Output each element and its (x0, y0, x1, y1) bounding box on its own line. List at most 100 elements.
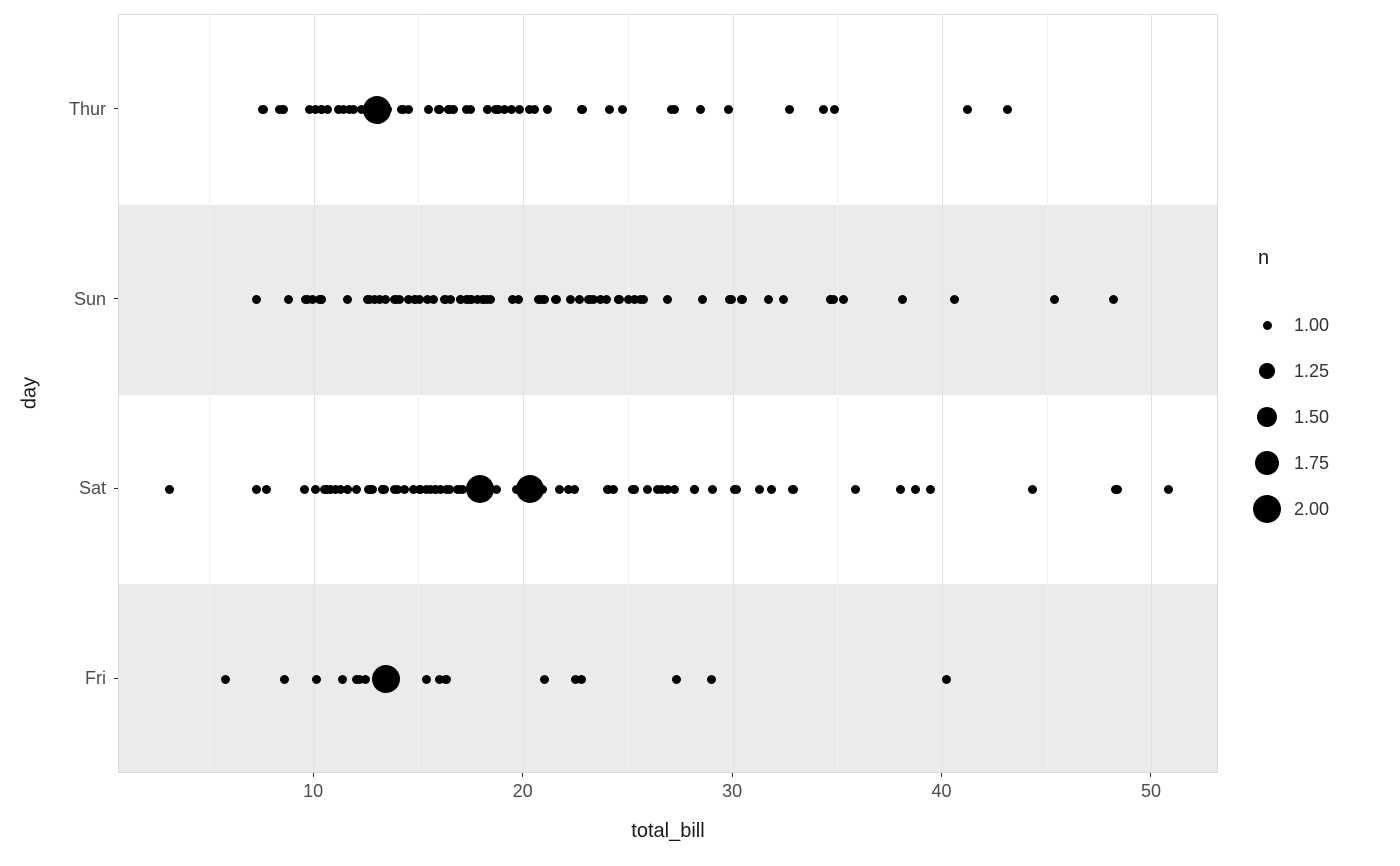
point-sun-7.25 (252, 295, 262, 305)
point-sun-38.07 (897, 295, 907, 305)
point-sat-7.25 (252, 484, 262, 494)
point-sun-24.59 (615, 295, 625, 305)
point-sat-20.92 (538, 484, 548, 494)
point-thur-20.53 (530, 105, 540, 115)
gridline-major-20 (523, 15, 525, 772)
point-sat-25.89 (642, 484, 652, 494)
point-sun-34.81 (829, 295, 839, 305)
point-sat-28.17 (690, 484, 700, 494)
gridline-minor-35 (837, 15, 839, 772)
point-sat-15.53 (425, 484, 435, 494)
point-sun-40.55 (949, 295, 959, 305)
point-sun-10.34 (316, 295, 326, 305)
point-fri-21.01 (540, 674, 550, 684)
legend-label-1.50: 1.50 (1294, 406, 1330, 427)
point-sun-25.71 (638, 295, 648, 305)
point-thur-34.83 (829, 105, 839, 115)
point-thur-24.08 (604, 105, 614, 115)
point-sat-3.07 (164, 484, 174, 494)
point-sat-15.81 (431, 484, 441, 494)
legend-label-1.00: 1.00 (1294, 314, 1330, 335)
point-fri-27.28 (671, 674, 681, 684)
point-sun-15.04 (415, 295, 425, 305)
point-sat-10.07 (311, 484, 321, 494)
point-fri-12.16 (354, 674, 364, 684)
point-fri-15.38 (422, 674, 432, 684)
point-sat-21.7 (554, 484, 564, 494)
legend-dot-1.25 (1258, 362, 1275, 379)
point-sat-11.24 (335, 484, 345, 494)
legend-item-1.75: 1.75 (1240, 440, 1400, 486)
point-thur-17.47 (466, 105, 476, 115)
point-sat-11.61 (343, 484, 353, 494)
point-thur-41.19 (962, 105, 972, 115)
y-axis-title: day (18, 376, 41, 410)
x-tick-label-20: 20 (512, 781, 533, 801)
point-sat-14 (393, 484, 403, 494)
x-tick-label-40: 40 (931, 781, 952, 801)
point-sun-15.42 (423, 295, 433, 305)
point-thur-14.26 (398, 105, 408, 115)
legend-dot-1.50 (1256, 406, 1278, 428)
gridline-major-50 (1151, 15, 1153, 772)
point-sun-18.43 (486, 295, 496, 305)
point-thur-15.48 (424, 105, 434, 115)
point-sun-48.17 (1109, 295, 1119, 305)
point-sat-38.01 (896, 484, 906, 494)
point-thur-10.34 (316, 105, 326, 115)
point-sat-25.28 (629, 484, 639, 494)
point-fri-5.75 (220, 674, 230, 684)
point-sun-17.82 (473, 295, 483, 305)
plot-panel (118, 14, 1218, 773)
point-fri-10.09 (311, 674, 321, 684)
point-fri-40.17 (941, 674, 951, 684)
point-sun-13.39 (380, 295, 390, 305)
x-tick-label-10: 10 (303, 781, 324, 801)
point-thur-8.52 (278, 105, 288, 115)
legend-item-2.00: 2.00 (1240, 486, 1400, 532)
point-sun-15.69 (428, 295, 438, 305)
point-fri-16.32 (442, 674, 452, 684)
point-sat-38.73 (911, 484, 921, 494)
point-sat-22.42 (569, 484, 579, 494)
point-sun-19.77 (514, 295, 524, 305)
point-sun-45.35 (1050, 295, 1060, 305)
gridline-minor-15 (418, 15, 420, 772)
point-sat-13.37 (380, 484, 390, 494)
point-fri-15.98 (434, 674, 444, 684)
gridline-minor-45 (1046, 15, 1048, 772)
y-tick-label-thur: Thur (68, 98, 106, 119)
point-sat-24.27 (608, 484, 618, 494)
point-sat-50.81 (1164, 484, 1174, 494)
y-tick-mark-sat (114, 487, 118, 489)
point-sun-22.67 (575, 295, 585, 305)
point-sun-23.68 (596, 295, 606, 305)
point-sun-16.99 (456, 295, 466, 305)
point-sat-32.9 (789, 484, 799, 494)
point-thur-16 (435, 105, 445, 115)
point-sun-26.88 (663, 295, 673, 305)
point-sun-21.58 (552, 295, 562, 305)
point-thur-32.68 (784, 105, 794, 115)
gridline-major-30 (732, 15, 734, 772)
point-thur-11.38 (338, 105, 348, 115)
point-thur-18.28 (483, 105, 493, 115)
point-sat-22.12 (563, 484, 573, 494)
legend-items: 1.00 1.25 1.50 1.75 2.00 (1240, 302, 1400, 532)
point-thur-19.81 (515, 105, 525, 115)
legend-dot-1.75 (1254, 450, 1280, 476)
point-thur-10.07 (311, 105, 321, 115)
point-sat-30.14 (731, 484, 741, 494)
point-thur-14.52 (404, 105, 414, 115)
point-sat-12.02 (352, 484, 361, 494)
point-thur-13.51 (383, 105, 393, 115)
point-sat-7.74 (262, 484, 272, 494)
point-sat-16.04 (436, 484, 446, 494)
point-sun-32.4 (778, 295, 788, 305)
point-sat-31.27 (755, 484, 765, 494)
point-sun-9.94 (308, 295, 318, 305)
point-sun-22.23 (565, 295, 575, 305)
point-sun-30.46 (738, 295, 748, 305)
point-sun-25 (623, 295, 633, 305)
